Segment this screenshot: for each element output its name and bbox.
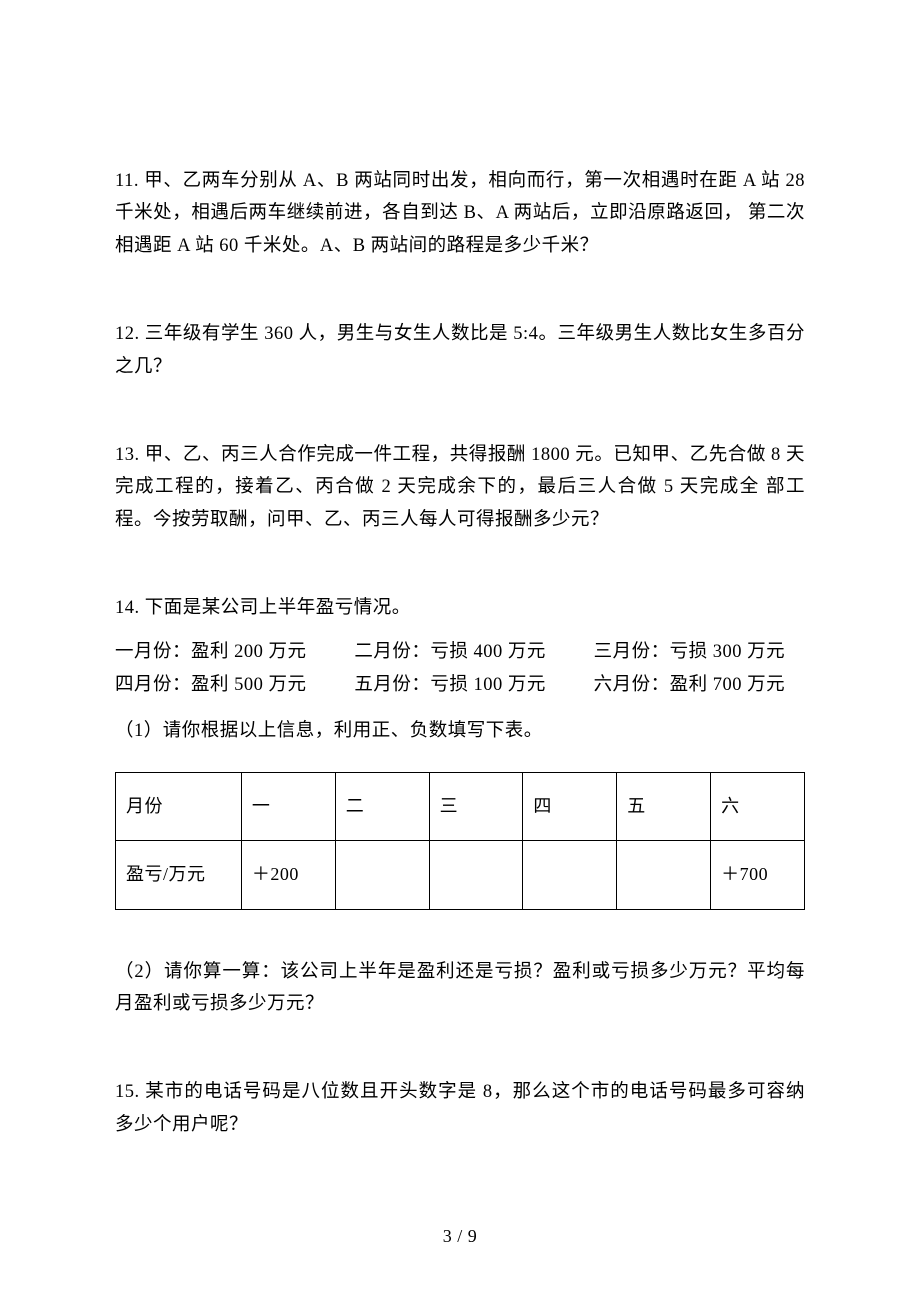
table-cell-month-6: 六 bbox=[711, 772, 805, 841]
question-15-text: 15. 某市的电话号码是八位数且开头数字是 8，那么这个市的电话号码最多可容纳多… bbox=[115, 1082, 805, 1134]
month-4-data: 四月份：盈利 500 万元 bbox=[115, 669, 326, 701]
question-13-text: 13. 甲、乙、丙三人合作完成一件工程，共得报酬 1800 元。已知甲、乙先合做… bbox=[115, 445, 805, 530]
question-14-month-data: 一月份：盈利 200 万元 二月份：亏损 400 万元 三月份：亏损 300 万… bbox=[115, 636, 805, 701]
table-cell-value-4 bbox=[523, 841, 617, 910]
table-cell-month-2: 二 bbox=[335, 772, 429, 841]
month-6-data: 六月份：盈利 700 万元 bbox=[594, 669, 805, 701]
question-14-table: 月份 一 二 三 四 五 六 盈亏/万元 ＋200 ＋700 bbox=[115, 772, 805, 910]
table-cell-value-2 bbox=[335, 841, 429, 910]
question-13: 13. 甲、乙、丙三人合作完成一件工程，共得报酬 1800 元。已知甲、乙先合做… bbox=[115, 439, 805, 536]
table-cell-month-5: 五 bbox=[617, 772, 711, 841]
question-12: 12. 三年级有学生 360 人，男生与女生人数比是 5:4。三年级男生人数比女… bbox=[115, 318, 805, 383]
month-1-data: 一月份：盈利 200 万元 bbox=[115, 636, 326, 668]
table-cell-value-6: ＋700 bbox=[711, 841, 805, 910]
question-14-sub1: （1）请你根据以上信息，利用正、负数填写下表。 bbox=[115, 715, 805, 747]
question-14-sub2: （2）请你算一算：该公司上半年是盈利还是亏损？盈利或亏损多少万元？平均每月盈利或… bbox=[115, 956, 805, 1021]
question-12-text: 12. 三年级有学生 360 人，男生与女生人数比是 5:4。三年级男生人数比女… bbox=[115, 324, 805, 376]
table-cell-value-3 bbox=[429, 841, 523, 910]
month-5-data: 五月份：亏损 100 万元 bbox=[354, 669, 565, 701]
table-cell-value-1: ＋200 bbox=[241, 841, 335, 910]
question-15: 15. 某市的电话号码是八位数且开头数字是 8，那么这个市的电话号码最多可容纳多… bbox=[115, 1076, 805, 1141]
table-cell-value-5 bbox=[617, 841, 711, 910]
table-row2-label: 盈亏/万元 bbox=[116, 841, 242, 910]
table-row1-label: 月份 bbox=[116, 772, 242, 841]
page-number: 3 / 9 bbox=[0, 1221, 920, 1253]
table-cell-month-3: 三 bbox=[429, 772, 523, 841]
month-2-data: 二月份：亏损 400 万元 bbox=[354, 636, 565, 668]
table-cell-month-4: 四 bbox=[523, 772, 617, 841]
table-row: 盈亏/万元 ＋200 ＋700 bbox=[116, 841, 805, 910]
table-row: 月份 一 二 三 四 五 六 bbox=[116, 772, 805, 841]
question-11: 11. 甲、乙两车分别从 A、B 两站同时出发，相向而行，第一次相遇时在距 A … bbox=[115, 165, 805, 262]
question-14: 14. 下面是某公司上半年盈亏情况。 一月份：盈利 200 万元 二月份：亏损 … bbox=[115, 592, 805, 1020]
table-cell-month-1: 一 bbox=[241, 772, 335, 841]
question-11-text: 11. 甲、乙两车分别从 A、B 两站同时出发，相向而行，第一次相遇时在距 A … bbox=[115, 171, 805, 256]
question-14-intro: 14. 下面是某公司上半年盈亏情况。 bbox=[115, 592, 805, 624]
month-3-data: 三月份：亏损 300 万元 bbox=[594, 636, 805, 668]
